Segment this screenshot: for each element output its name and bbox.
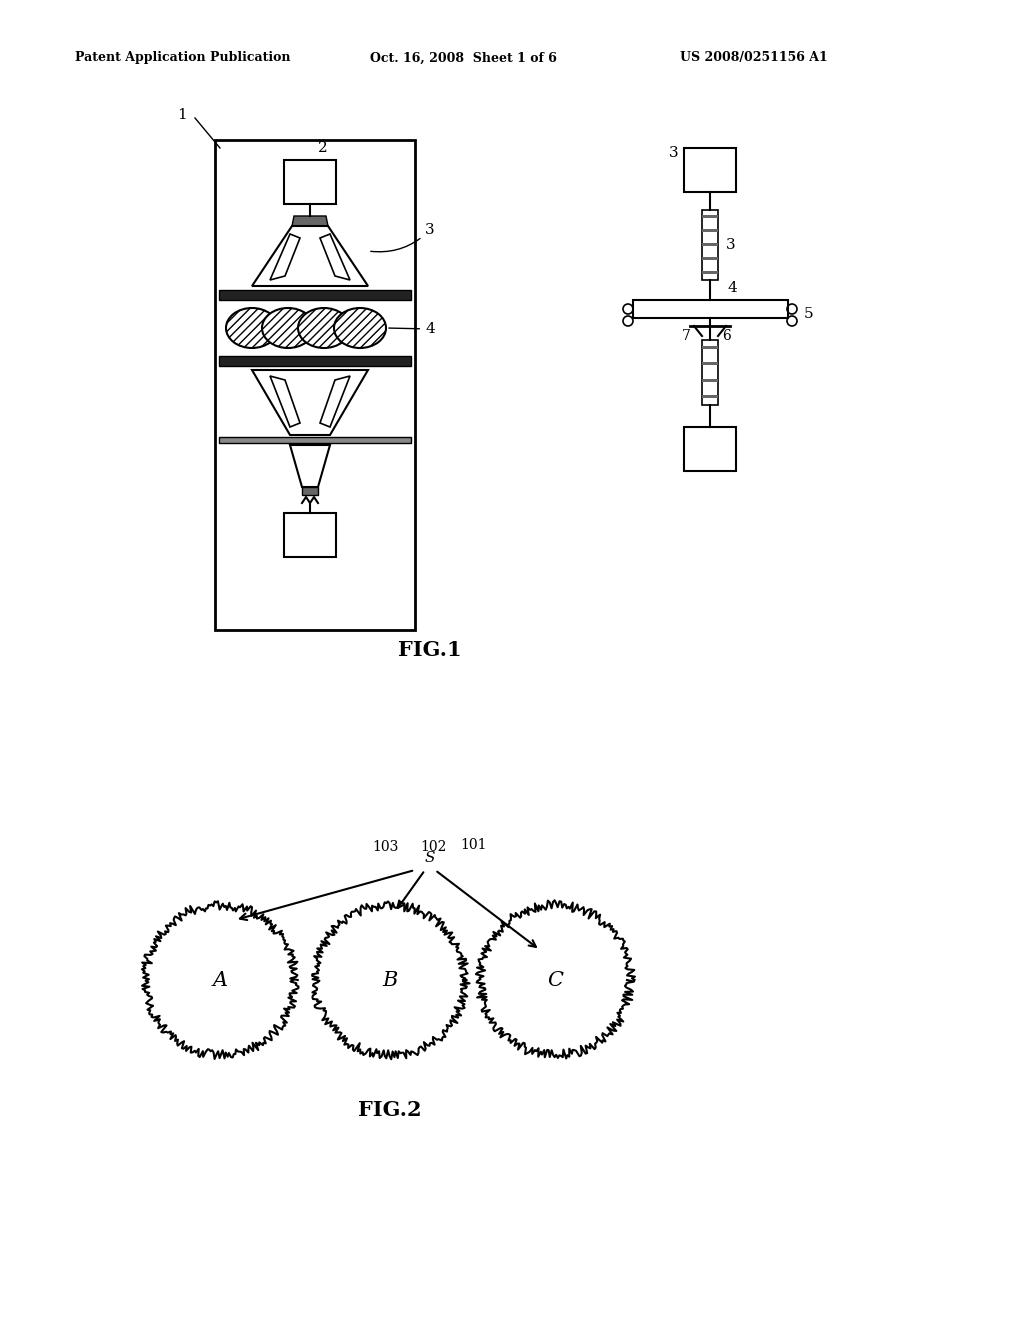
Polygon shape bbox=[290, 445, 330, 487]
Polygon shape bbox=[270, 376, 300, 426]
Ellipse shape bbox=[262, 308, 314, 348]
Polygon shape bbox=[476, 900, 635, 1059]
Polygon shape bbox=[142, 902, 299, 1059]
Bar bbox=[219, 356, 411, 366]
Text: Oct. 16, 2008  Sheet 1 of 6: Oct. 16, 2008 Sheet 1 of 6 bbox=[370, 51, 557, 65]
Text: 3: 3 bbox=[726, 238, 735, 252]
Ellipse shape bbox=[334, 308, 386, 348]
Text: B: B bbox=[382, 970, 397, 990]
Bar bbox=[284, 513, 336, 557]
Ellipse shape bbox=[226, 308, 278, 348]
Ellipse shape bbox=[298, 308, 350, 348]
Bar bbox=[702, 346, 718, 348]
Text: 101: 101 bbox=[460, 838, 486, 851]
Text: S: S bbox=[425, 851, 435, 865]
Polygon shape bbox=[252, 226, 368, 286]
Bar bbox=[702, 228, 718, 232]
Bar bbox=[702, 379, 718, 381]
Text: C: C bbox=[547, 970, 563, 990]
Text: 1: 1 bbox=[177, 108, 187, 121]
Polygon shape bbox=[319, 376, 350, 426]
Text: FIG.2: FIG.2 bbox=[358, 1100, 422, 1119]
Bar bbox=[702, 271, 718, 275]
Bar bbox=[702, 210, 718, 280]
Bar bbox=[702, 363, 718, 366]
Polygon shape bbox=[292, 216, 328, 226]
Text: 4: 4 bbox=[389, 322, 435, 337]
Text: 4: 4 bbox=[728, 281, 737, 294]
Bar bbox=[284, 160, 336, 205]
Polygon shape bbox=[302, 487, 318, 495]
Bar bbox=[684, 148, 736, 191]
Text: 3: 3 bbox=[371, 223, 434, 252]
Bar bbox=[219, 437, 411, 444]
Polygon shape bbox=[312, 902, 470, 1059]
Bar bbox=[702, 341, 718, 405]
Bar bbox=[702, 257, 718, 260]
Polygon shape bbox=[319, 234, 350, 280]
Bar bbox=[702, 215, 718, 218]
Text: 103: 103 bbox=[372, 840, 398, 854]
Text: 102: 102 bbox=[420, 840, 446, 854]
Text: 6: 6 bbox=[722, 329, 731, 343]
Bar bbox=[215, 140, 415, 630]
Bar bbox=[633, 300, 788, 318]
Bar bbox=[702, 243, 718, 246]
Text: US 2008/0251156 A1: US 2008/0251156 A1 bbox=[680, 51, 827, 65]
Polygon shape bbox=[252, 370, 368, 436]
Text: 3: 3 bbox=[670, 147, 679, 160]
Polygon shape bbox=[270, 234, 300, 280]
Text: 7: 7 bbox=[682, 329, 691, 343]
Bar bbox=[702, 395, 718, 397]
Text: 2: 2 bbox=[318, 141, 328, 154]
Text: 5: 5 bbox=[804, 308, 814, 321]
Text: FIG.1: FIG.1 bbox=[398, 640, 462, 660]
Text: Patent Application Publication: Patent Application Publication bbox=[75, 51, 291, 65]
Bar bbox=[219, 290, 411, 300]
Text: A: A bbox=[212, 970, 227, 990]
Bar bbox=[684, 426, 736, 471]
